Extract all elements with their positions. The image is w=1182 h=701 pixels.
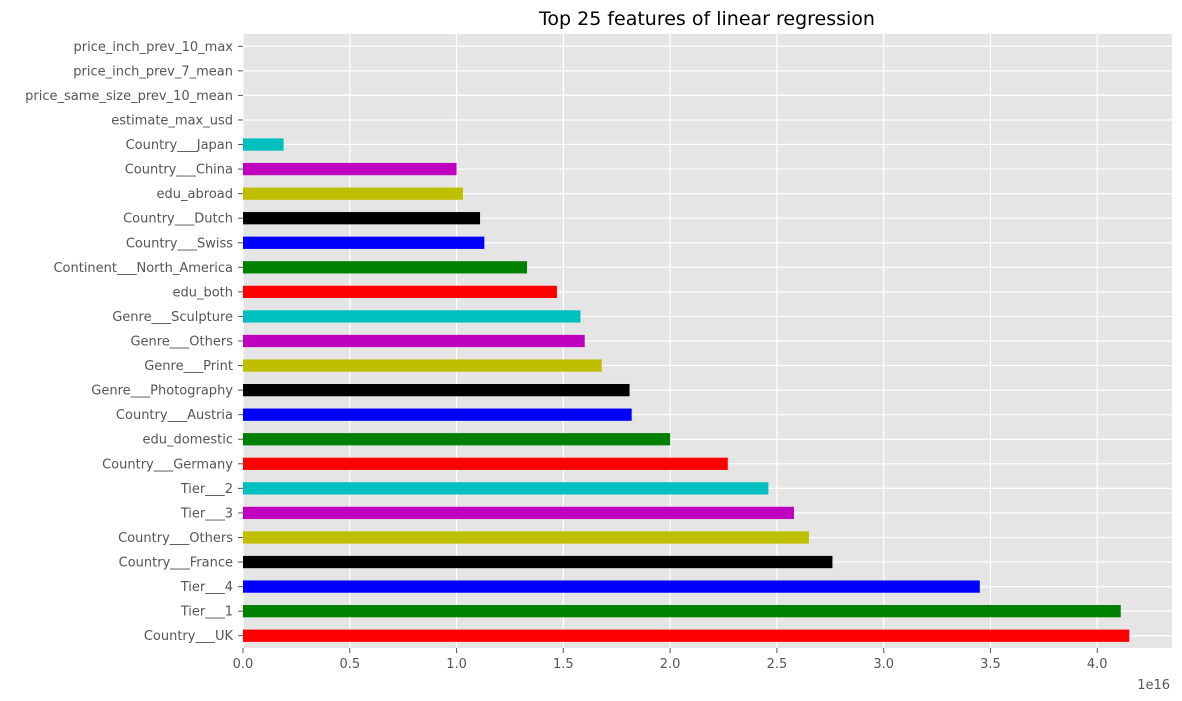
bar-country-austria bbox=[243, 408, 632, 421]
bar-edu-both bbox=[243, 285, 557, 299]
x-tick-labels: 0.0 0.5 1.0 1.5 2.0 2.5 3.0 3.5 4.0 bbox=[233, 648, 1108, 672]
bar-genre-photography bbox=[243, 383, 630, 397]
bar-country-swiss bbox=[243, 236, 485, 249]
x-scale-exponent-label: 1e16 bbox=[1137, 678, 1170, 693]
y-tick-label: Tier___1 bbox=[180, 605, 233, 620]
bar-edu-domestic bbox=[243, 433, 671, 446]
bar-edu-abroad bbox=[243, 187, 463, 200]
y-tick-labels: Country___UK Tier___1 Tier___4 Country___Fr… bbox=[25, 40, 243, 644]
bar-country-france bbox=[243, 555, 833, 569]
y-tick-label: edu_abroad bbox=[157, 187, 233, 202]
x-tick-label: 0.5 bbox=[339, 657, 360, 672]
y-tick-label: price_same_size_prev_10_mean bbox=[25, 89, 233, 104]
y-tick-label: Country___France bbox=[119, 556, 233, 571]
y-tick-label: Country___Swiss bbox=[126, 236, 233, 251]
y-tick-label: estimate_max_usd bbox=[111, 113, 233, 128]
x-tick-label: 3.5 bbox=[980, 657, 1001, 672]
bar-country-japan bbox=[243, 138, 284, 151]
y-tick-label: Tier___3 bbox=[180, 506, 233, 521]
y-tick-label: Country___Germany bbox=[102, 457, 233, 472]
y-tick-label: Genre___Photography bbox=[91, 384, 233, 399]
x-tick-label: 2.5 bbox=[767, 657, 788, 672]
bar-country-others bbox=[243, 531, 809, 544]
x-tick-label: 3.0 bbox=[873, 657, 894, 672]
y-tick-label: Country___China bbox=[125, 163, 233, 178]
y-tick-label: Tier___2 bbox=[180, 482, 233, 497]
bar-tier-3 bbox=[243, 506, 794, 520]
bar-country-china bbox=[243, 162, 457, 176]
bar-genre-print bbox=[243, 359, 602, 372]
y-tick-label: price_inch_prev_7_mean bbox=[73, 64, 233, 79]
bar-layer bbox=[243, 138, 1130, 642]
y-tick-label: Country___Austria bbox=[116, 408, 233, 423]
y-tick-label: Country___Japan bbox=[126, 138, 233, 153]
x-tick-label: 1.5 bbox=[553, 657, 574, 672]
bar-tier-2 bbox=[243, 482, 769, 495]
bar-tier-1 bbox=[243, 605, 1121, 618]
bar-genre-others bbox=[243, 334, 585, 348]
chart-title: Top 25 features of linear regression bbox=[538, 8, 875, 30]
y-tick-label: Country___Dutch bbox=[123, 212, 233, 227]
x-tick-label: 4.0 bbox=[1087, 657, 1108, 672]
bar-tier-4 bbox=[243, 580, 980, 593]
y-tick-label: Country___UK bbox=[144, 629, 234, 644]
bar-continent-north-america bbox=[243, 261, 528, 274]
bar-genre-sculpture bbox=[243, 310, 581, 323]
y-tick-label: Tier___4 bbox=[180, 580, 233, 595]
bar-country-dutch bbox=[243, 212, 481, 225]
y-tick-label: Genre___Sculpture bbox=[112, 310, 233, 325]
y-tick-label: Country___Others bbox=[118, 531, 233, 546]
x-tick-label: 2.0 bbox=[660, 657, 681, 672]
y-tick-label: edu_both bbox=[172, 285, 233, 300]
y-tick-label: Genre___Others bbox=[130, 335, 233, 350]
bar-country-uk bbox=[243, 629, 1130, 642]
x-tick-label: 0.0 bbox=[233, 657, 254, 672]
y-tick-label: price_inch_prev_10_max bbox=[74, 40, 234, 55]
y-tick-label: Continent___North_America bbox=[53, 261, 233, 276]
y-tick-label: Genre___Print bbox=[144, 359, 233, 374]
bar-country-germany bbox=[243, 457, 728, 470]
x-tick-label: 1.0 bbox=[446, 657, 467, 672]
y-tick-label: edu_domestic bbox=[143, 433, 234, 448]
